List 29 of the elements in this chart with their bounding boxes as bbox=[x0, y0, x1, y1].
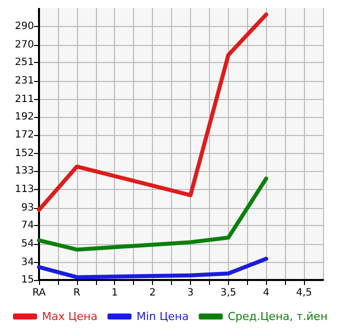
x-tick-label: 1 bbox=[112, 288, 118, 298]
x-tick-label: 3,5 bbox=[220, 288, 236, 298]
x-tick-label: RA bbox=[32, 288, 46, 298]
y-tick-label: 133 bbox=[14, 166, 34, 177]
y-tick-label: 15 bbox=[21, 274, 34, 286]
legend-label: Max Цена bbox=[42, 310, 98, 323]
x-tick-label: 4,5 bbox=[296, 288, 312, 298]
y-tick-label: 192 bbox=[14, 111, 34, 122]
y-tick-label: 231 bbox=[14, 75, 34, 86]
line-series bbox=[37, 12, 268, 212]
line-series bbox=[37, 176, 268, 252]
y-tick-label: 113 bbox=[14, 184, 34, 196]
x-tick-label: 4 bbox=[263, 288, 270, 298]
y-tick-label: 74 bbox=[21, 220, 34, 232]
y-tick-label: 251 bbox=[14, 56, 34, 68]
y-tick-label: 34 bbox=[21, 256, 34, 268]
y-tick-label: 172 bbox=[14, 130, 34, 141]
legend-label: Сред.Цена, т.йен bbox=[228, 310, 328, 323]
x-tick-label: R bbox=[73, 288, 80, 298]
y-tick-label: 152 bbox=[14, 148, 34, 160]
legend-label: Min Цена bbox=[136, 310, 189, 323]
line-series bbox=[37, 256, 268, 280]
y-tick-label: 54 bbox=[21, 238, 34, 250]
y-tick-label: 290 bbox=[14, 20, 34, 32]
y-tick-label: 93 bbox=[21, 202, 34, 214]
x-tick-label: 3 bbox=[187, 288, 194, 298]
x-tick-label: 2 bbox=[149, 288, 156, 298]
y-tick-label: 211 bbox=[14, 94, 34, 105]
y-tick-label: 270 bbox=[14, 39, 34, 50]
